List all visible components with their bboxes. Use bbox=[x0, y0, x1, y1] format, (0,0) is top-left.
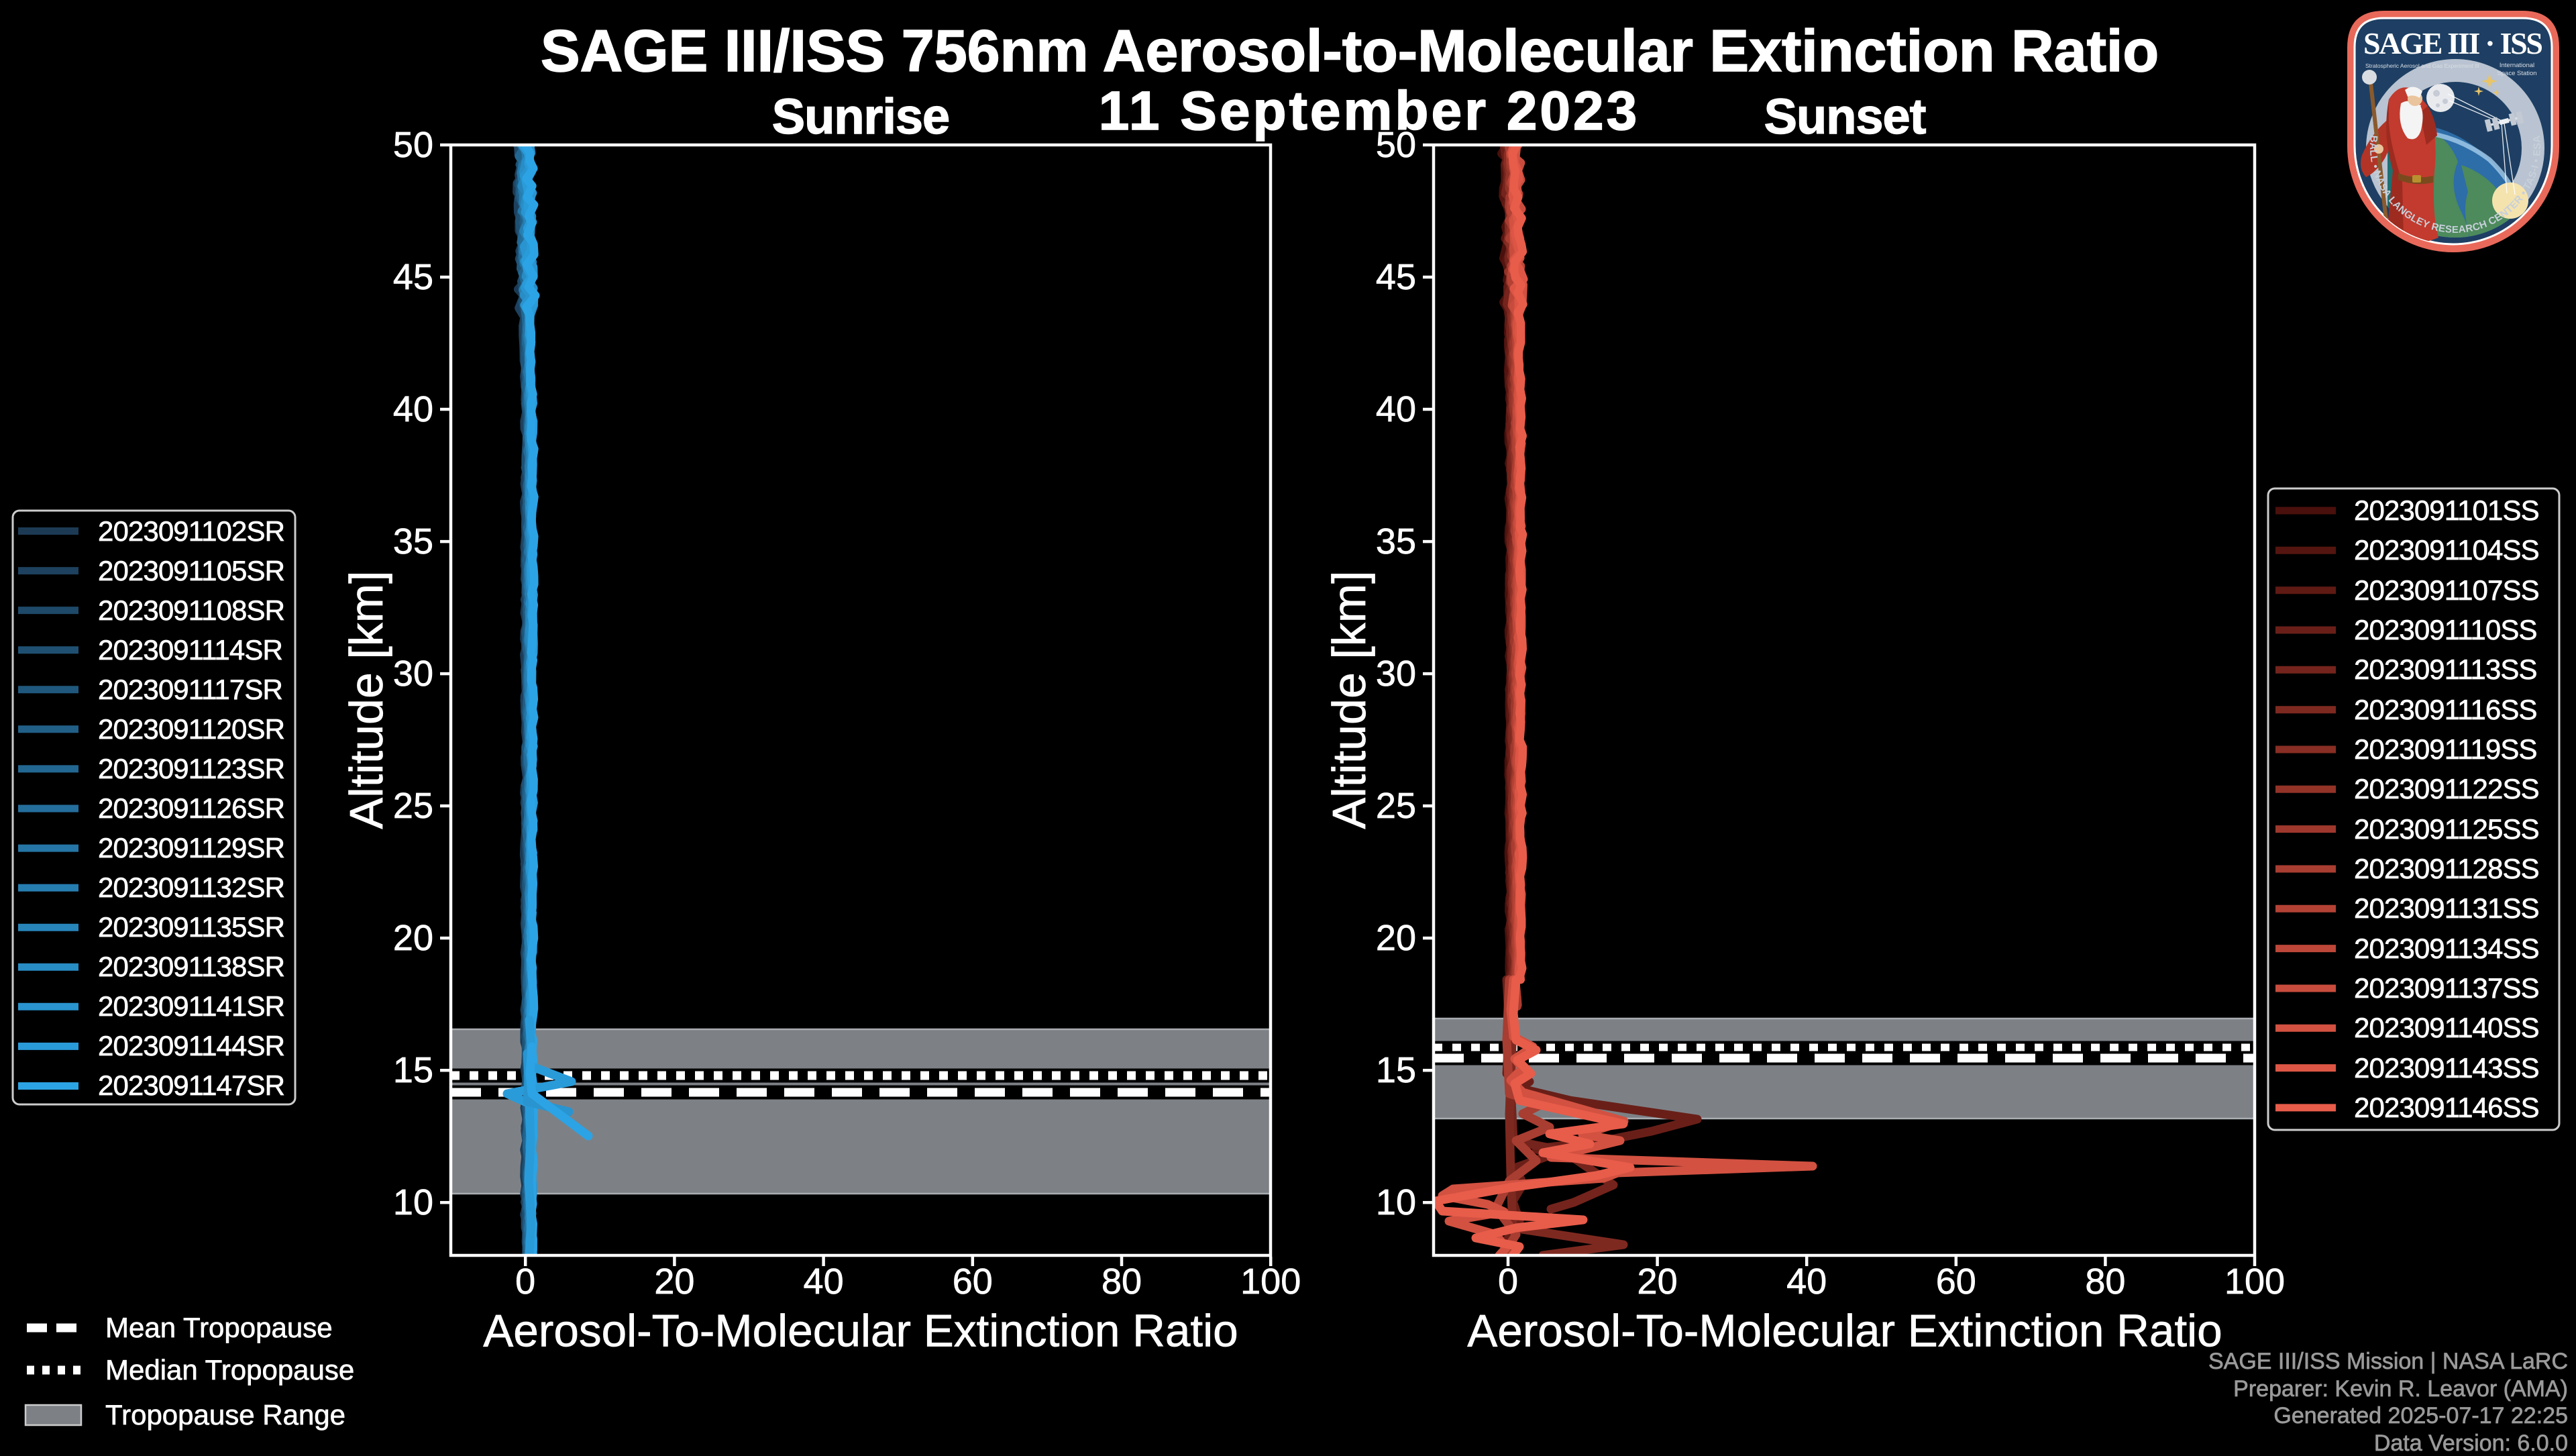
svg-text:SAGE III · ISS: SAGE III · ISS bbox=[2363, 26, 2543, 60]
svg-text:Stratospheric Aerosol and Gas: Stratospheric Aerosol and Gas Experiment… bbox=[2365, 62, 2479, 69]
svg-text:International: International bbox=[2500, 62, 2534, 69]
svg-text:Space Station: Space Station bbox=[2497, 70, 2536, 77]
